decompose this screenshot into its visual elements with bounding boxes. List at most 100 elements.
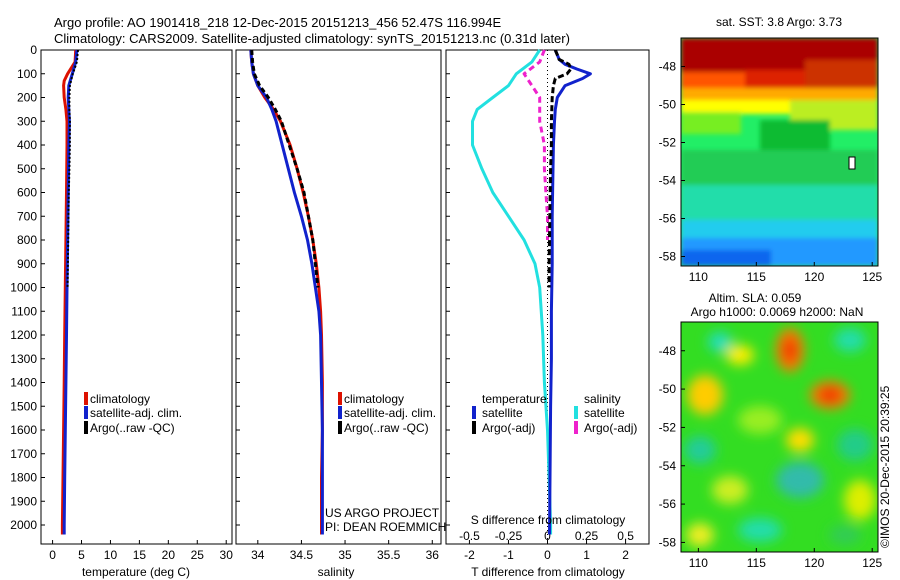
pi-annotation: PI: DEAN ROEMMICH: [325, 520, 446, 534]
depth-tick-label: 1300: [10, 352, 37, 366]
legend-label-argo: Argo(..raw -QC): [90, 421, 175, 435]
depth-ticks: 0 100 200 300 400 500 600 700 800 900 1000 1100 1200…: [10, 43, 45, 532]
depth-tick-label: 1100: [11, 304, 37, 318]
depth-tick-label: 1600: [10, 423, 37, 437]
depth-tick-label: 600: [17, 186, 37, 200]
title-line-2: Climatology: CARS2009. Satellite-adjuste…: [54, 31, 570, 46]
difference-panel: -2 -1 0 1 2 -0.5 -0.25 0 0.25 0.5 S difference f…: [445, 49, 650, 579]
legend-label-argo: Argo(..raw -QC): [344, 421, 429, 435]
legend-label-climatology: climatology: [90, 392, 150, 406]
temperature-xlabel: temperature (deg C): [82, 565, 190, 579]
temperature-panel: 0100200300400500600700800900100011001200…: [10, 43, 233, 579]
sla-map-frame: [680, 321, 879, 553]
x-tick-label: -2: [464, 548, 475, 562]
x-tick-label: 0: [544, 548, 551, 562]
legend-swatch-s-satellite: [574, 406, 578, 419]
series-line-argo-adj: [547, 49, 573, 288]
lon-tick-label: 120: [804, 556, 824, 570]
depth-tick-label: 1500: [10, 399, 37, 413]
depth-tick-label: 300: [17, 114, 37, 128]
sst-map-panel: sat. SST: 3.8 Argo: 3.73 -4: [659, 15, 883, 284]
temperature-legend: climatology satellite-adj. clim. Argo(..…: [84, 392, 182, 435]
salinity-depth-ticks: [236, 49, 240, 526]
legend-label-satellite-adj: satellite-adj. clim.: [344, 406, 436, 420]
salinity-panel: 34 34.5 35 35.5 36 salinity climatology sate…: [235, 49, 446, 579]
series-line-satellite: [471, 49, 553, 535]
legend-label-s-argo: Argo(-adj): [584, 421, 637, 435]
depth-tick-label: 1800: [10, 471, 37, 485]
series-line-argo-adj: [522, 49, 549, 240]
x-tick-label: 15: [133, 548, 147, 562]
sst-map-title: sat. SST: 3.8 Argo: 3.73: [716, 15, 842, 29]
depth-tick-label: 800: [17, 233, 37, 247]
s-tick-label: -0.5: [459, 529, 480, 543]
depth-tick-label: 500: [17, 162, 37, 176]
lat-tick-label: -58: [659, 250, 677, 264]
x-tick-label: 20: [162, 548, 176, 562]
x-tick-label: -1: [503, 548, 514, 562]
lat-tick-label: -54: [659, 174, 677, 188]
legend-swatch-t-satellite: [472, 406, 476, 419]
lat-tick-label: -48: [659, 344, 677, 358]
lat-tick-label: -52: [659, 420, 677, 434]
difference-depth-ticks: [446, 49, 450, 526]
s-tick-label: 0: [544, 529, 551, 543]
sst-map-frame: [680, 37, 879, 267]
s-tick-label: 0.5: [617, 529, 634, 543]
depth-tick-label: 100: [17, 67, 37, 81]
depth-tick-label: 700: [17, 209, 37, 223]
lon-tick-label: 115: [747, 270, 766, 284]
lon-tick-label: 110: [689, 556, 708, 570]
sla-lon-ticks: 110 115 120 125: [689, 548, 883, 570]
lat-tick-label: -50: [659, 98, 677, 112]
series-line-argo-raw-qc: [250, 49, 320, 288]
legend-swatch-satellite-adj: [338, 406, 342, 419]
sla-lat-ticks: -48 -50 -52 -54 -56 -58: [659, 344, 685, 549]
x-tick-label: 2: [622, 548, 629, 562]
x-tick-label: 5: [78, 548, 85, 562]
project-annotation: US ARGO PROJECT: [325, 506, 440, 520]
series-line-climatology: [60, 49, 78, 535]
legend-swatch-climatology: [338, 392, 342, 405]
salinity-legend: climatology satellite-adj. clim. Argo(..…: [338, 392, 436, 435]
x-tick-label: 0: [49, 548, 56, 562]
salinity-ticks: 34 34.5 35 35.5 36: [251, 540, 439, 562]
temperature-ticks: 0 5 10 15 20 25 30: [49, 540, 233, 562]
sla-map-panel: Altim. SLA: 0.059 Argo h1000: 0.0069 h20…: [659, 291, 883, 570]
lon-tick-label: 115: [747, 556, 766, 570]
legend-swatch-satellite-adj: [84, 406, 88, 419]
depth-tick-label: 1900: [10, 494, 37, 508]
depth-tick-label: 1400: [10, 376, 37, 390]
legend-label-t-argo: Argo(-adj): [482, 421, 535, 435]
s-difference-label: S difference from climatology: [471, 513, 626, 527]
argo-float-marker: [848, 156, 856, 170]
x-tick-label: 34: [251, 548, 265, 562]
legend-label-s-satellite: satellite: [584, 406, 625, 420]
depth-tick-label: 1000: [10, 281, 37, 295]
temperature-axes-frame: [40, 49, 233, 545]
x-tick-label: 25: [191, 548, 205, 562]
lat-tick-label: -56: [659, 212, 677, 226]
x-tick-label: 35.5: [377, 548, 401, 562]
temperature-series: [60, 49, 79, 535]
sla-map-title: Altim. SLA: 0.059: [709, 291, 802, 305]
difference-series: [471, 49, 592, 544]
imos-credit: ©IMOS 20-Dec-2015 20:39:25: [878, 385, 892, 548]
legend-swatch-argo: [338, 421, 342, 434]
s-tick-label: 0.25: [575, 529, 599, 543]
lat-tick-label: -58: [659, 535, 677, 549]
legend-swatch-climatology: [84, 392, 88, 405]
sla-map-subtitle: Argo h1000: 0.0069 h2000: NaN: [691, 305, 864, 319]
s-difference-ticks: -0.5 -0.25 0 0.25 0.5: [459, 529, 634, 543]
salinity-xlabel: salinity: [318, 565, 355, 579]
legend-swatch-t-argo: [472, 421, 476, 434]
legend-header-temperature: temperature: [482, 392, 547, 406]
x-tick-label: 35: [338, 548, 352, 562]
s-tick-label: -0.25: [495, 529, 523, 543]
lon-tick-label: 120: [804, 270, 824, 284]
t-difference-xlabel: T difference from climatology: [471, 565, 625, 579]
salinity-axes-frame: [235, 49, 442, 545]
legend-header-salinity: salinity: [584, 392, 621, 406]
depth-tick-label: 1700: [10, 447, 37, 461]
